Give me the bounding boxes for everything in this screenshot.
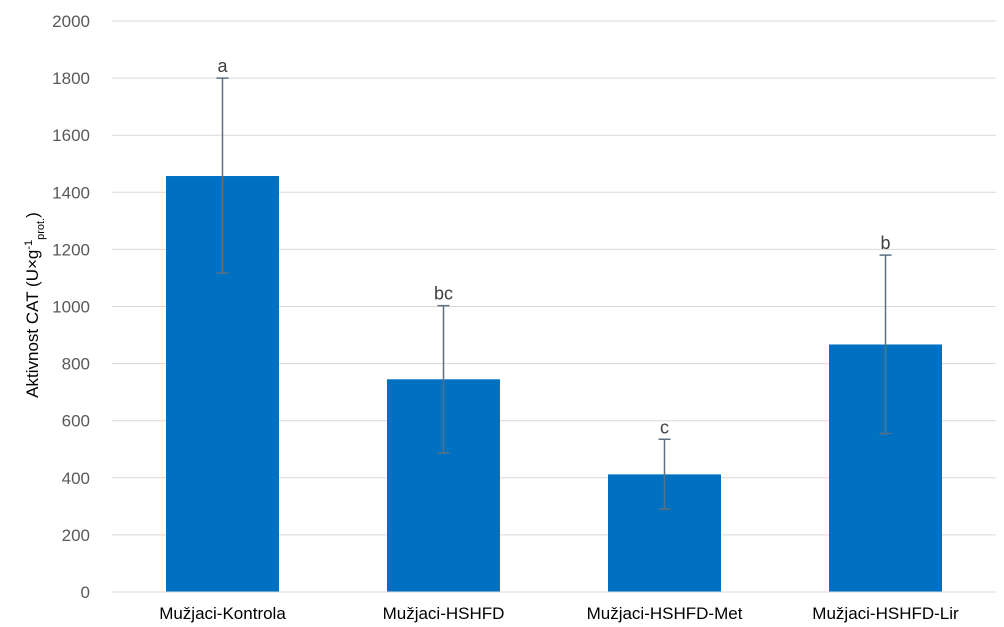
y-tick-label-1800: 1800 [52,69,90,88]
y-tick-label-2000: 2000 [52,12,90,31]
y-axis-title-main: Aktivnost CAT (U×g [23,250,42,398]
y-tick-label-400: 400 [62,469,90,488]
y-axis-tick-labels: 0 200 400 600 800 1000 1200 1400 1600 1800 2000 [52,12,90,602]
significance-label-1: bc [434,284,453,304]
y-tick-label-1600: 1600 [52,126,90,145]
x-axis-category-labels: Mužjaci-Kontrola Mužjaci-HSHFD Mužjaci-HSH… [159,604,959,623]
significance-label-0: a [217,56,228,76]
category-label-2: Mužjaci-HSHFD-Met [587,604,743,623]
y-axis-title: Aktivnost CAT (U×g-1prot.) [23,212,47,398]
error-bars [216,77,892,510]
y-axis-title-sup: -1 [23,240,35,250]
error-bar-1 [437,304,450,454]
category-label-3: Mužjaci-HSHFD-Lir [812,604,959,623]
y-axis-title-close: ) [23,212,42,218]
y-tick-label-1000: 1000 [52,298,90,317]
y-tick-label-1200: 1200 [52,240,90,259]
category-label-1: Mužjaci-HSHFD [383,604,505,623]
y-axis-title-sub: prot. [35,218,47,240]
error-bar-0 [216,77,229,274]
y-tick-label-800: 800 [62,355,90,374]
significance-label-2: c [660,417,669,437]
significance-labels: a bc c b [217,56,890,437]
category-label-0: Mužjaci-Kontrola [159,604,286,623]
error-bar-2 [658,438,671,510]
y-tick-label-600: 600 [62,412,90,431]
y-tick-label-0: 0 [81,583,90,602]
significance-label-3: b [880,233,890,253]
y-tick-label-200: 200 [62,526,90,545]
y-tick-label-1400: 1400 [52,183,90,202]
bars [166,176,942,593]
error-bar-3 [879,254,892,435]
